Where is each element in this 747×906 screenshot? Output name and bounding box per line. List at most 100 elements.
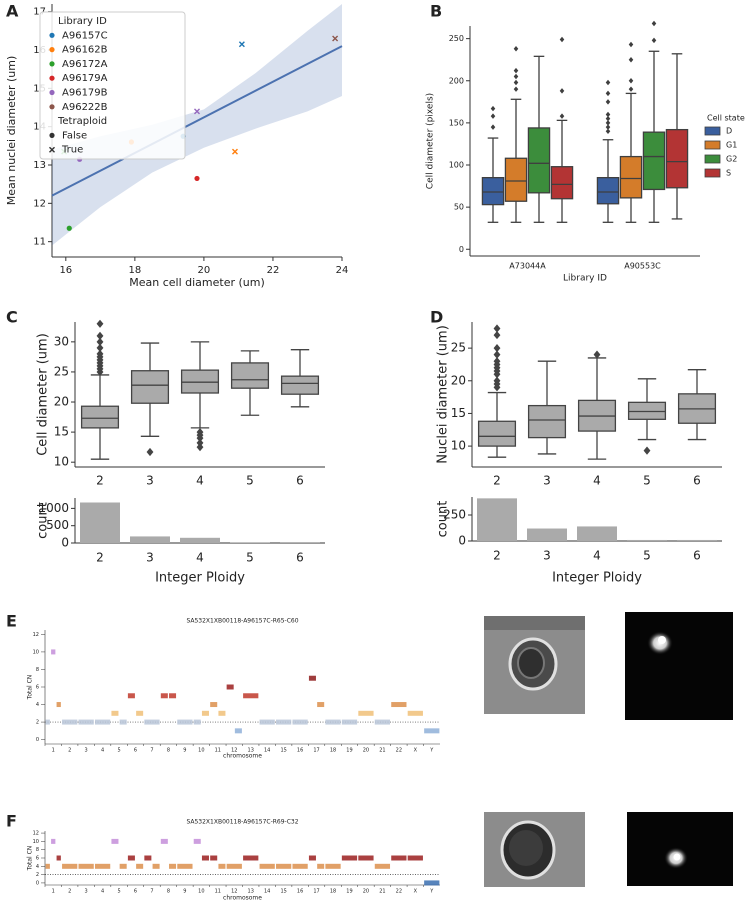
x-tick-label: 9 (183, 748, 186, 754)
outlier (605, 90, 611, 97)
x-tick-label: 3 (85, 889, 88, 895)
chart-title: SA532X1XB00118-A96157C-R69-C32 (186, 819, 298, 826)
y-tick-label: 8 (36, 667, 39, 673)
bar (180, 537, 220, 543)
legend-label: A96172A (62, 59, 108, 70)
micrograph-fluorescence (625, 612, 733, 720)
y-tick-label: 0 (61, 536, 69, 550)
x-tick-label: 4 (593, 549, 601, 563)
x-tick-label: 5 (246, 551, 254, 565)
x-tick-label: 3 (543, 549, 551, 563)
chart-title: SA532X1XB00118-A96157C-R65-C60 (186, 618, 298, 625)
cn-segment (45, 719, 50, 725)
x-tick-label: 18 (330, 748, 336, 754)
legend-label: False (62, 130, 87, 141)
x-tick-label: 4 (196, 551, 204, 565)
x-tick-label: X (414, 748, 418, 754)
box (481, 176, 505, 206)
legend-swatch (49, 75, 55, 81)
x-tick-label: 2 (96, 551, 104, 565)
x-tick-label: 8 (167, 748, 170, 754)
y-axis-label: Cell diameter (um) (36, 333, 51, 456)
outlier (513, 79, 519, 86)
x-axis-label: chromosome (223, 895, 262, 902)
x-tick-label: 4 (196, 474, 204, 488)
x-tick-label: 6 (296, 551, 304, 565)
y-axis-label: Mean nuclei diameter (um) (5, 56, 18, 205)
x-tick-label: 20 (363, 748, 369, 754)
x-tick-label: 5 (643, 474, 651, 488)
outlier (628, 56, 634, 63)
x-tick-label: 16 (297, 748, 303, 754)
y-tick-label: 15 (451, 406, 466, 420)
x-axis-label: Integer Ploidy (552, 571, 642, 586)
y-tick-label: 11 (33, 237, 46, 248)
cn-segment (193, 719, 201, 725)
x-tick-label: 1 (52, 748, 55, 754)
x-tick-label: 13 (248, 748, 254, 754)
x-tick-label: 10 (198, 748, 204, 754)
box (619, 155, 643, 199)
x-tick-label: 17 (313, 748, 319, 754)
x-tick-label: 4 (101, 889, 104, 895)
outlier (493, 344, 501, 353)
y-tick-label: 150 (449, 118, 464, 127)
point (194, 108, 200, 115)
outlier (513, 86, 519, 92)
y-tick-label: 4 (36, 864, 39, 870)
micrograph-brightfield (484, 616, 585, 714)
bar (130, 536, 170, 543)
box (130, 370, 170, 404)
x-tick-label: 8 (167, 889, 170, 895)
cn-segment (94, 719, 111, 725)
cn-segment (325, 863, 341, 869)
panel-label: A (6, 2, 19, 21)
cn-segment (144, 719, 160, 725)
cn-segment (51, 838, 56, 844)
legend-label: A96179B (62, 88, 108, 99)
legend-label: A96179A (62, 73, 108, 84)
outlier (513, 67, 519, 74)
y-tick-label: 200 (449, 76, 464, 85)
cn-segment (177, 719, 193, 725)
x-tick-label: 18 (330, 889, 336, 895)
x-tick-label: 22 (396, 889, 402, 895)
outlier (493, 376, 501, 385)
cn-segment (259, 863, 275, 869)
y-tick-label: 10 (33, 649, 39, 655)
y-axis-label: Cell diameter (pixels) (426, 93, 436, 189)
x-tick-label: 16 (59, 265, 72, 276)
cn-segment (111, 710, 119, 716)
outlier (146, 447, 154, 457)
x-tick-label: 4 (593, 474, 601, 488)
y-axis-label: Nuclei diameter (um) (436, 325, 451, 464)
y-tick-label: 50 (454, 203, 464, 212)
outlier (493, 357, 501, 366)
y-tick-label: 10 (33, 839, 39, 845)
y-tick-label: 10 (54, 455, 69, 469)
y-axis-label: Total CN (27, 846, 34, 872)
cn-segment (210, 702, 218, 708)
y-tick-label: 12 (33, 198, 46, 209)
cn-segment (407, 710, 423, 716)
cn-segment (308, 675, 316, 681)
y-tick-label: 10 (451, 439, 466, 453)
legend-box (39, 11, 186, 160)
cn-segment (308, 855, 316, 861)
y-axis-label: count (436, 501, 451, 538)
bar (80, 502, 120, 543)
cn-segment (136, 863, 144, 869)
x-tick-label: 3 (146, 474, 154, 488)
cn-segment (292, 719, 308, 725)
x-tick-label: 5 (117, 748, 120, 754)
y-axis-label: count (36, 502, 51, 539)
x-axis-label: Library ID (563, 274, 607, 284)
y-tick-label: 250 (443, 507, 466, 521)
cn-segment (243, 855, 259, 861)
y-tick-label: 1000 (38, 501, 69, 515)
x-tick-label: 2 (68, 889, 71, 895)
point (332, 35, 339, 42)
cn-segment (341, 719, 358, 725)
cn-segment (276, 863, 292, 869)
